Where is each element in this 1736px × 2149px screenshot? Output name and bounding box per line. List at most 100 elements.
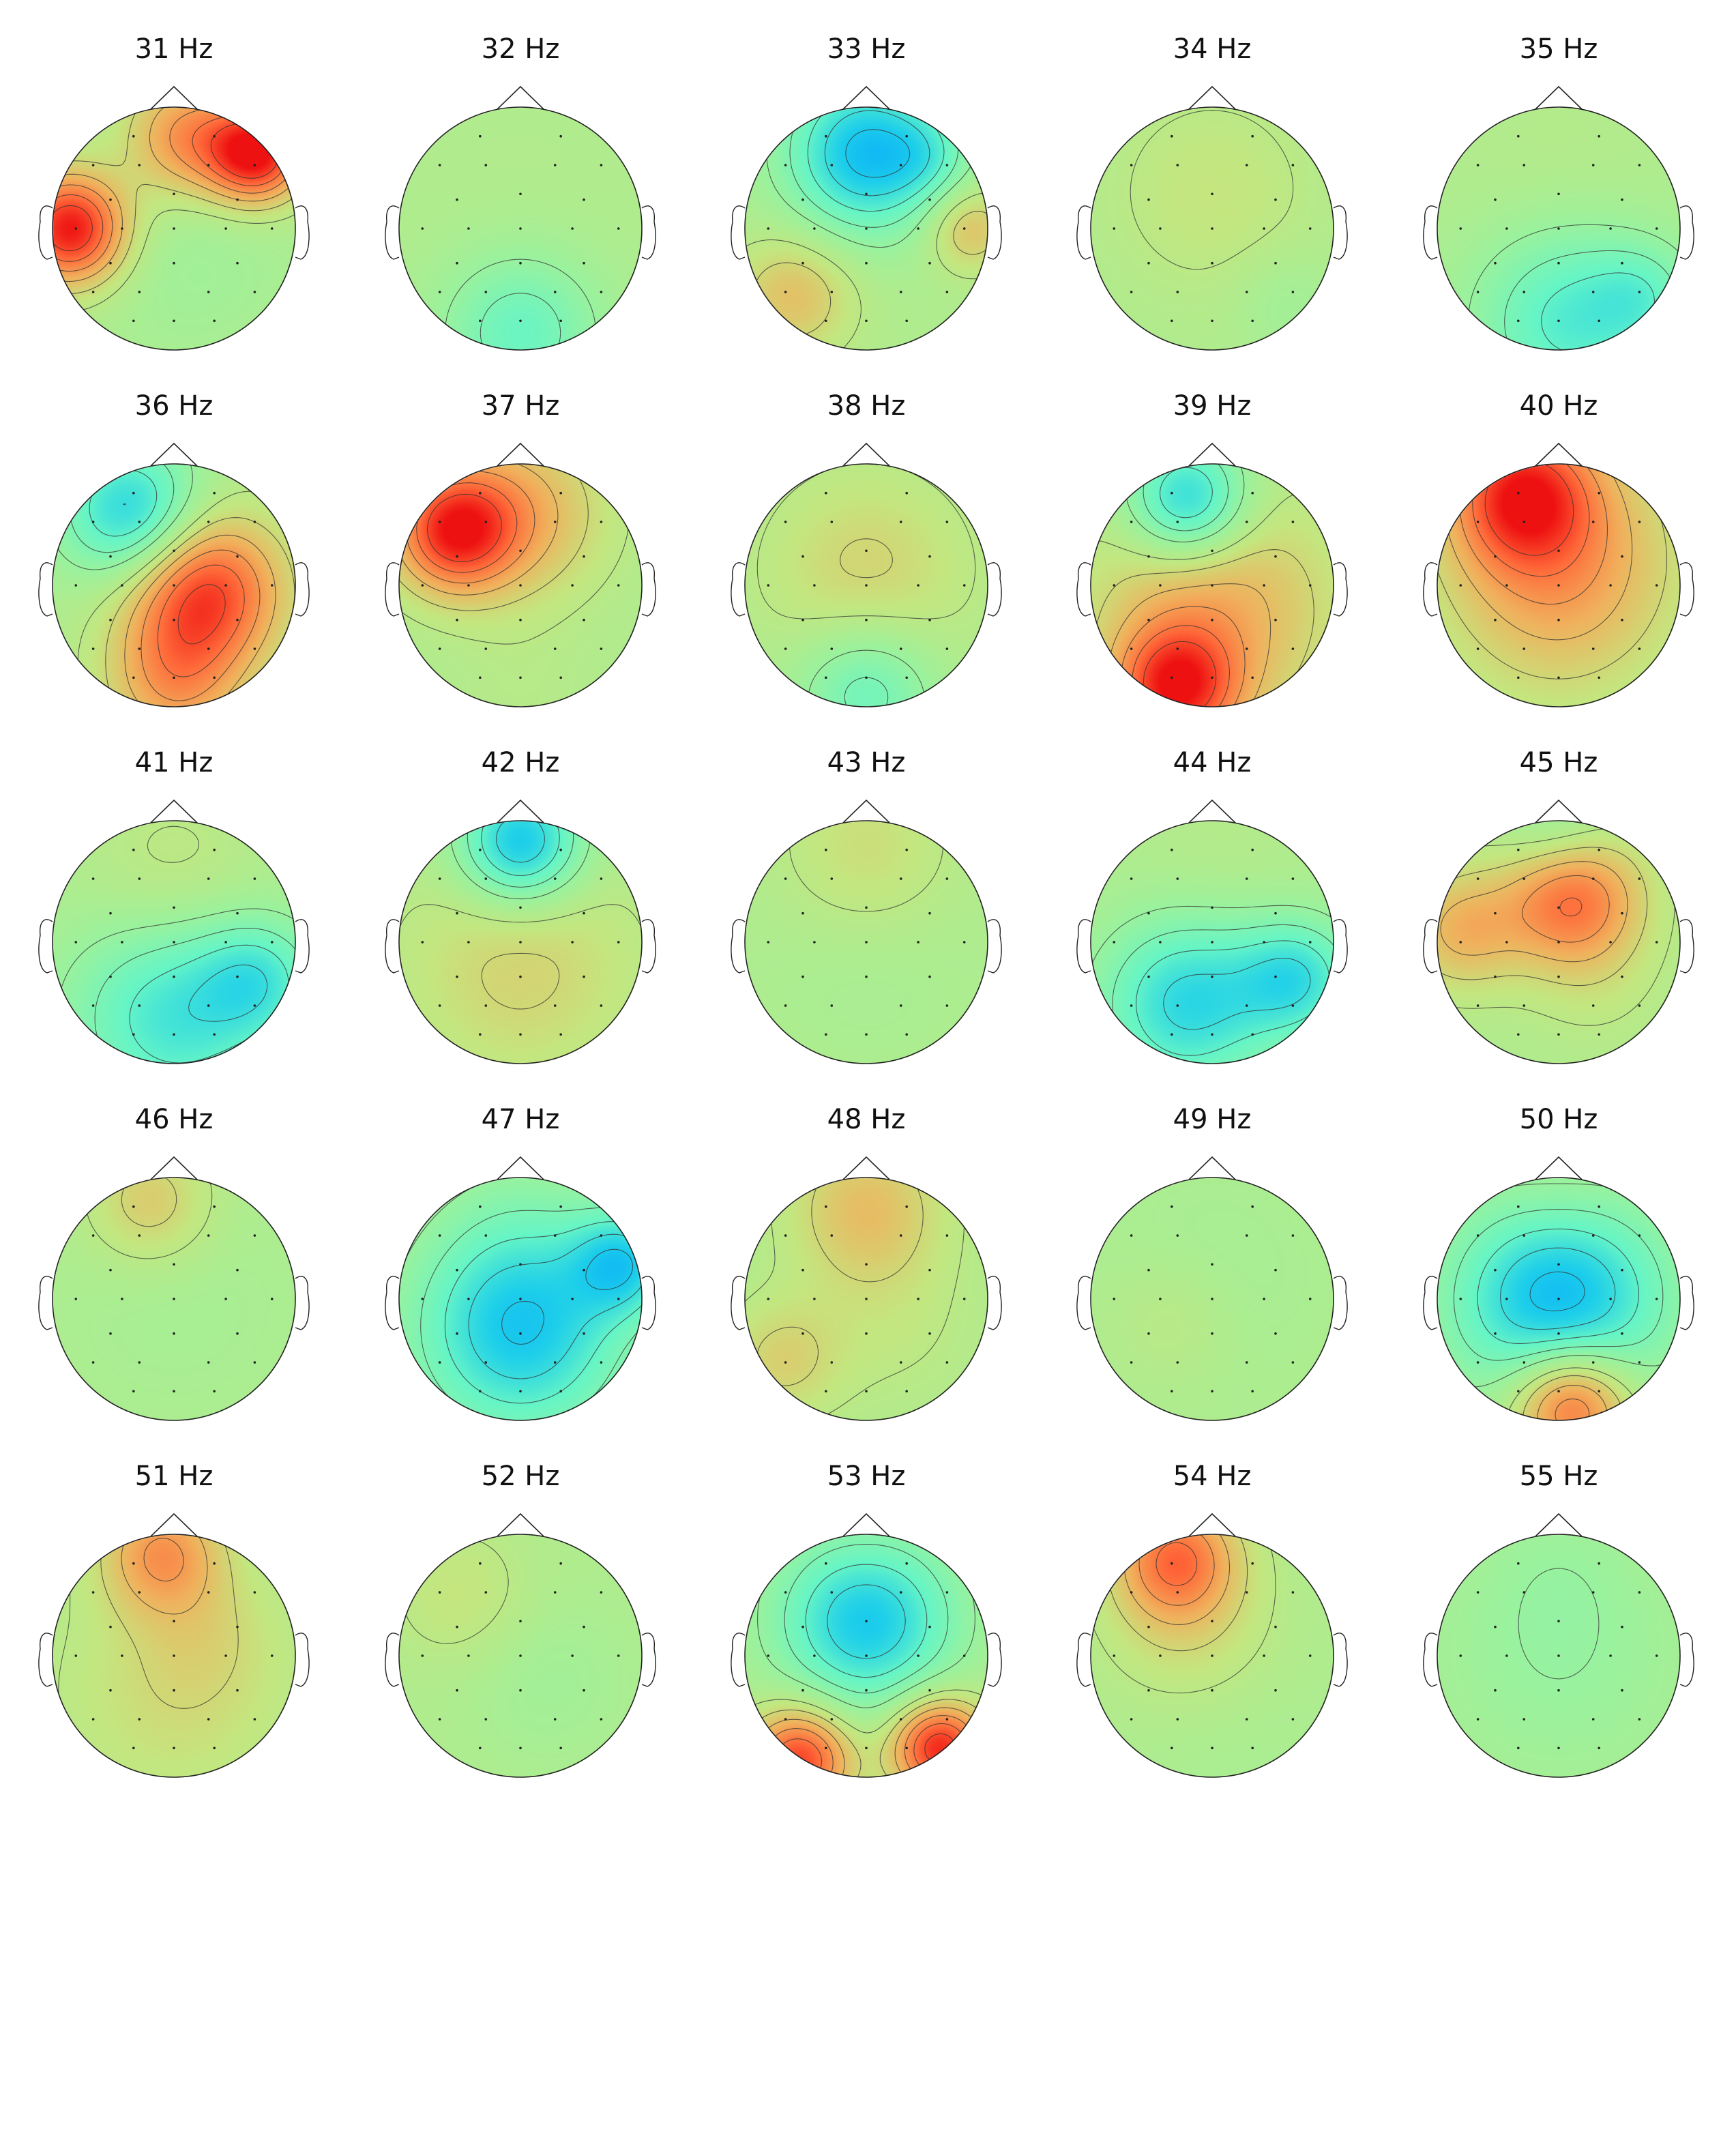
sensor-marker xyxy=(519,1298,522,1300)
sensor-marker xyxy=(456,618,458,622)
contour-path xyxy=(58,1534,295,1709)
sensor-marker xyxy=(899,1591,902,1594)
sensor-marker xyxy=(905,1390,908,1393)
sensor-marker xyxy=(553,521,557,523)
head-circle xyxy=(398,463,643,707)
sensor-marker xyxy=(207,291,210,293)
sensor-marker xyxy=(1113,941,1116,944)
head-circle xyxy=(398,106,643,351)
sensor-marker xyxy=(1522,647,1526,650)
sensor-marker xyxy=(236,911,239,915)
topomap-panel: 55 Hz xyxy=(1388,1448,1729,1802)
sensor-marker xyxy=(519,1033,522,1036)
panel-title: 39 Hz xyxy=(1173,390,1252,422)
sensor-marker xyxy=(467,941,470,944)
sensor-marker xyxy=(1147,1688,1150,1692)
head-outline-overlay xyxy=(731,1512,1002,1778)
sensor-marker xyxy=(132,848,135,851)
sensor-marker xyxy=(1245,647,1248,650)
head-circle xyxy=(52,1534,296,1778)
panel-title: 33 Hz xyxy=(827,33,906,65)
topomap-panel: 49 Hz xyxy=(1042,1091,1383,1446)
head-circle xyxy=(744,463,988,707)
sensor-marker xyxy=(224,1654,227,1657)
sensor-marker xyxy=(917,1298,920,1300)
sensor-marker xyxy=(1621,618,1623,622)
contour-path xyxy=(1094,464,1314,707)
sensor-marker xyxy=(91,291,95,293)
sensor-marker xyxy=(421,584,424,587)
sensor-marker xyxy=(1274,1332,1277,1335)
sensor-marker xyxy=(467,1298,470,1300)
sensor-marker xyxy=(1591,877,1595,880)
sensor-marker xyxy=(784,164,787,166)
sensor-marker xyxy=(767,227,770,230)
contour-path xyxy=(1518,1568,1600,1680)
sensor-marker xyxy=(1130,647,1133,650)
sensor-marker xyxy=(173,975,175,978)
sensor-marker xyxy=(553,1361,557,1364)
head-circle xyxy=(744,1534,988,1778)
sensor-marker xyxy=(1494,1332,1497,1335)
sensor-marker xyxy=(1211,1620,1213,1623)
sensor-marker xyxy=(801,1625,804,1628)
sensor-marker xyxy=(1609,1298,1612,1300)
sensor-marker xyxy=(559,319,562,323)
contour-path xyxy=(445,259,596,347)
topomap-panel: 50 Hz xyxy=(1388,1091,1729,1446)
sensor-marker xyxy=(1598,848,1600,851)
sensor-marker xyxy=(865,1332,868,1335)
sensor-marker xyxy=(945,1234,949,1237)
sensor-marker xyxy=(1211,906,1213,909)
right-ear-icon xyxy=(295,205,310,260)
sensor-marker xyxy=(600,877,603,880)
left-ear-icon xyxy=(38,205,53,260)
sensor-marker xyxy=(1557,1746,1560,1750)
sensor-marker xyxy=(830,1234,834,1237)
sensor-marker xyxy=(1505,1298,1508,1300)
head-circle xyxy=(1090,1177,1334,1421)
sensor-marker xyxy=(1274,198,1277,201)
right-ear-icon xyxy=(1679,562,1694,617)
sensor-marker xyxy=(825,1033,827,1036)
sensor-marker xyxy=(553,1718,557,1721)
sensor-marker xyxy=(173,941,175,944)
head-outline-overlay xyxy=(38,799,310,1064)
topomap-panel: 38 Hz xyxy=(696,377,1037,732)
sensor-marker xyxy=(617,1654,620,1657)
topomap-panel: 46 Hz xyxy=(3,1091,344,1446)
sensor-marker xyxy=(1211,1033,1213,1036)
sensor-marker xyxy=(519,975,522,978)
sensor-marker xyxy=(825,1205,827,1208)
sensor-marker xyxy=(1263,584,1265,587)
sensor-marker xyxy=(1245,1234,1248,1237)
sensor-marker xyxy=(207,521,210,523)
sensor-marker xyxy=(1638,1361,1641,1364)
sensor-marker xyxy=(1308,941,1312,944)
sensor-marker xyxy=(1211,618,1213,622)
right-ear-icon xyxy=(295,1633,310,1687)
sensor-marker xyxy=(479,319,482,323)
sensor-marker xyxy=(600,521,603,523)
sensor-marker xyxy=(1274,1625,1277,1628)
right-ear-icon xyxy=(987,1276,1002,1330)
sensor-marker xyxy=(519,1620,522,1623)
sensor-marker xyxy=(1621,1332,1623,1335)
sensor-marker xyxy=(1251,319,1254,323)
sensor-marker xyxy=(1291,1591,1295,1594)
sensor-marker xyxy=(1609,584,1612,587)
sensor-marker xyxy=(224,227,227,230)
sensor-marker xyxy=(1621,1625,1623,1628)
sensor-marker xyxy=(825,1746,827,1750)
sensor-marker xyxy=(421,941,424,944)
head-circle xyxy=(398,1534,643,1778)
sensor-marker xyxy=(1638,291,1641,293)
head-circle xyxy=(1437,820,1681,1064)
head-outline-overlay xyxy=(1423,85,1694,351)
sensor-marker xyxy=(1251,676,1254,679)
contour-lines xyxy=(1453,1183,1664,1420)
sensor-marker xyxy=(801,911,804,915)
sensor-marker xyxy=(1609,227,1612,230)
sensor-marker xyxy=(1557,1298,1560,1300)
sensor-marker xyxy=(905,676,908,679)
